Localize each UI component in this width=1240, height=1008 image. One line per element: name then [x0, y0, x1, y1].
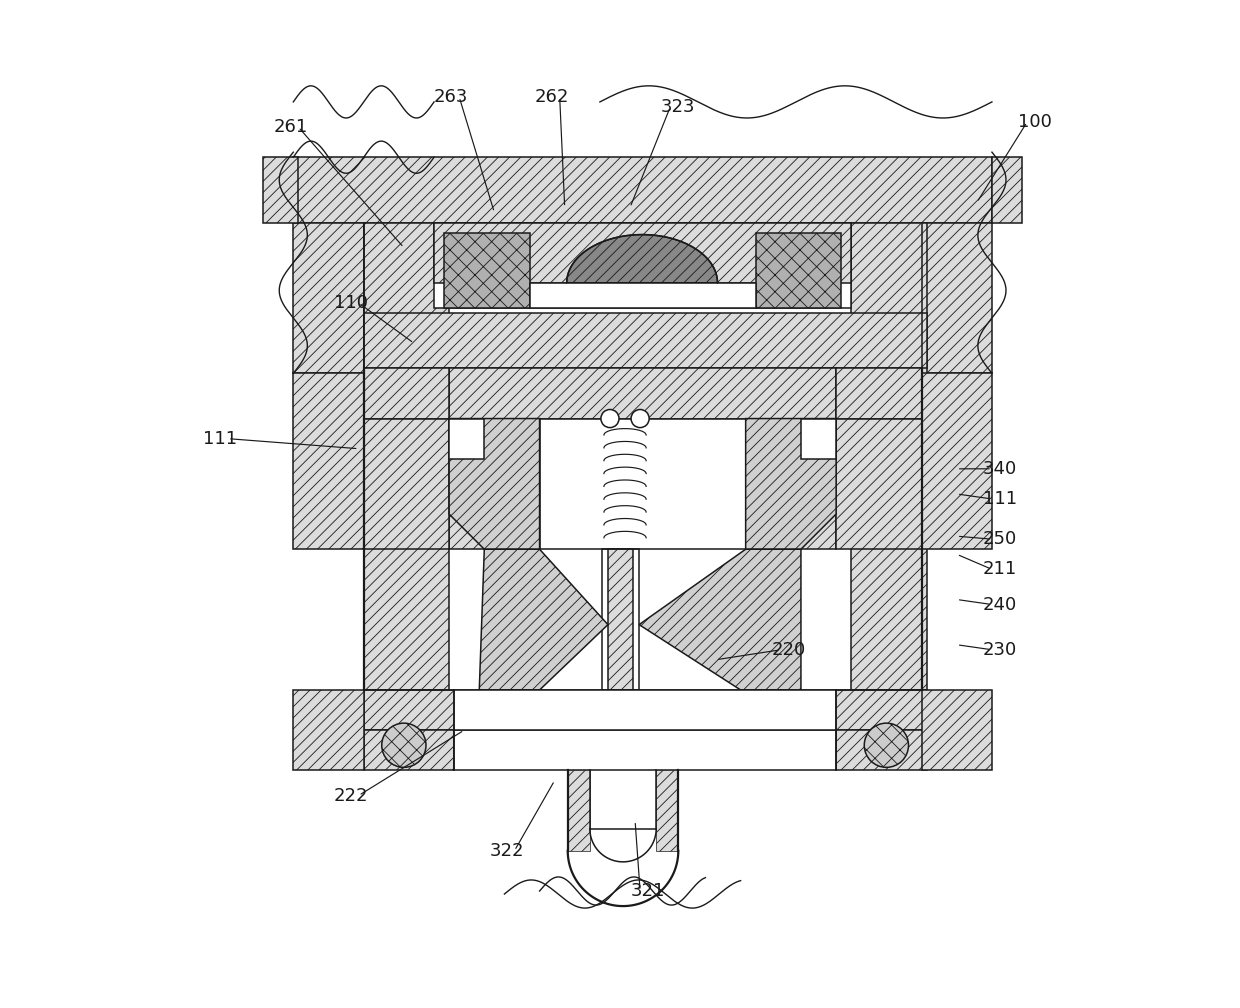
Bar: [444, 233, 529, 308]
Bar: [801, 418, 836, 459]
Text: 240: 240: [983, 596, 1017, 614]
Bar: [294, 223, 363, 373]
Bar: [363, 418, 449, 549]
Text: 261: 261: [273, 118, 308, 136]
Bar: [363, 689, 926, 730]
Bar: [363, 223, 449, 689]
Bar: [755, 233, 841, 308]
Text: 321: 321: [631, 882, 665, 900]
Bar: [529, 283, 755, 308]
Text: 230: 230: [983, 641, 1017, 659]
Bar: [656, 770, 678, 851]
Bar: [454, 689, 836, 730]
Bar: [921, 373, 992, 549]
Polygon shape: [567, 235, 718, 283]
Bar: [454, 730, 836, 770]
Bar: [568, 770, 590, 851]
Text: 322: 322: [490, 842, 523, 860]
Bar: [449, 368, 836, 418]
Circle shape: [382, 723, 427, 767]
Text: 250: 250: [983, 530, 1017, 548]
Bar: [363, 313, 926, 368]
Circle shape: [864, 723, 909, 767]
Bar: [836, 730, 926, 770]
Bar: [363, 368, 449, 418]
Bar: [294, 689, 363, 770]
Polygon shape: [745, 418, 836, 549]
Circle shape: [631, 409, 650, 427]
Bar: [921, 459, 946, 499]
Polygon shape: [639, 549, 801, 689]
Text: 111: 111: [203, 429, 237, 448]
Bar: [921, 223, 992, 373]
Bar: [921, 689, 992, 770]
Bar: [851, 223, 926, 689]
Bar: [601, 549, 639, 689]
Bar: [921, 418, 962, 459]
Text: 111: 111: [983, 490, 1017, 508]
Bar: [434, 223, 851, 308]
Text: 323: 323: [661, 98, 696, 116]
Text: 100: 100: [1018, 113, 1053, 131]
Bar: [263, 157, 299, 223]
Bar: [434, 223, 851, 283]
Bar: [294, 373, 363, 549]
Bar: [449, 418, 485, 459]
Bar: [363, 730, 454, 770]
Text: 340: 340: [983, 460, 1017, 478]
Text: 262: 262: [534, 88, 569, 106]
Text: 220: 220: [771, 641, 806, 659]
Text: 211: 211: [983, 560, 1017, 579]
Text: 222: 222: [334, 786, 368, 804]
Text: 110: 110: [334, 294, 367, 311]
Bar: [449, 418, 539, 549]
Bar: [745, 418, 836, 549]
Bar: [294, 157, 992, 223]
Bar: [608, 549, 634, 689]
Polygon shape: [480, 549, 608, 689]
Polygon shape: [449, 418, 539, 549]
Text: 263: 263: [434, 88, 469, 106]
Bar: [992, 157, 1022, 223]
Bar: [836, 368, 921, 418]
Circle shape: [601, 409, 619, 427]
Bar: [539, 418, 745, 549]
Bar: [836, 418, 921, 549]
